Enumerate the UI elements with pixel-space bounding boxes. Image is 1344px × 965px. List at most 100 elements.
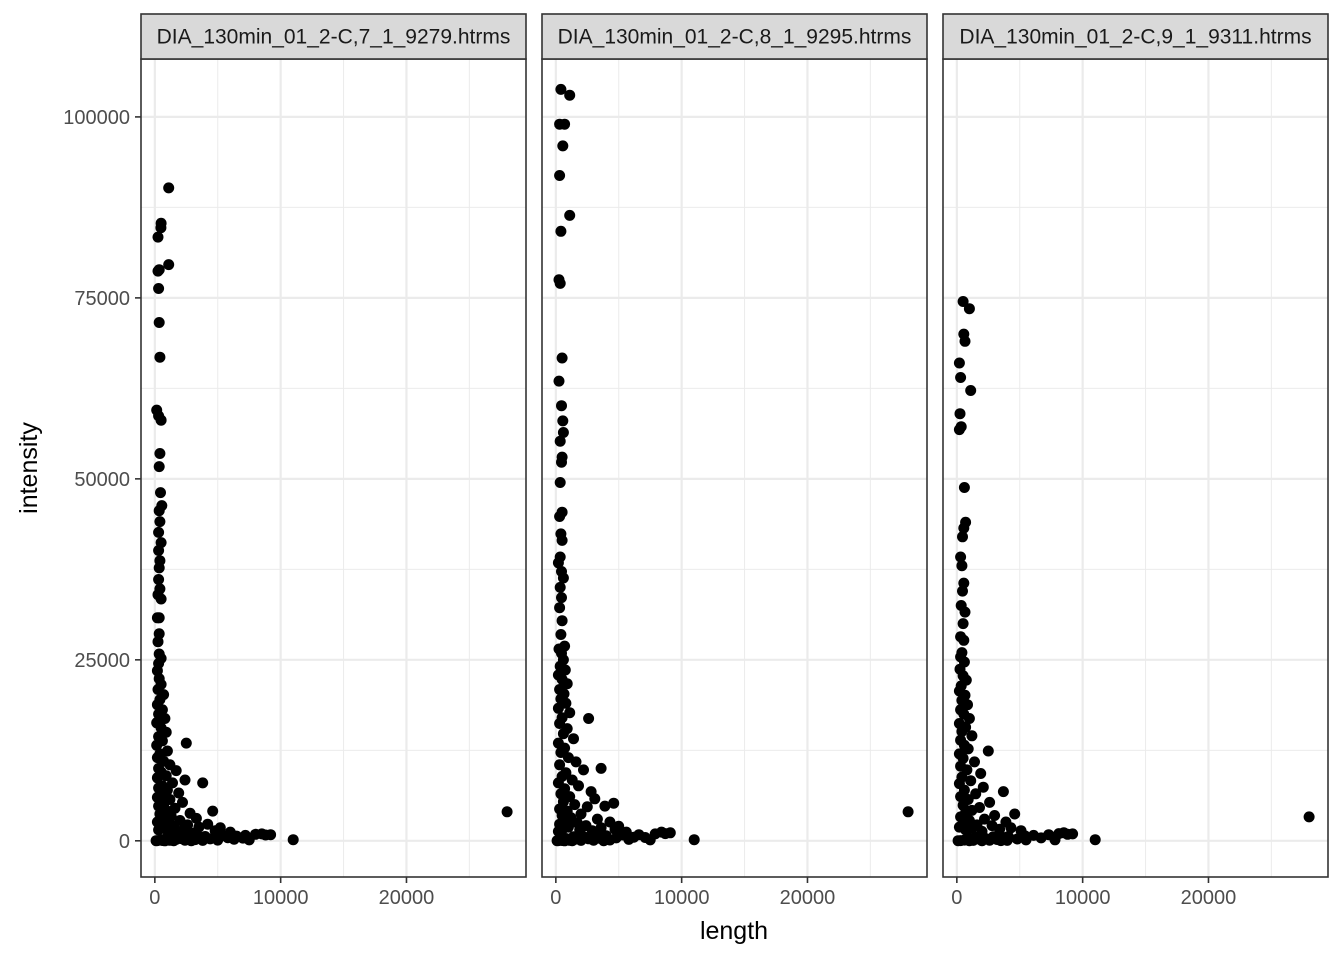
- data-point: [229, 834, 240, 845]
- data-point: [965, 385, 976, 396]
- data-point: [984, 797, 995, 808]
- data-point: [181, 738, 192, 749]
- data-point: [960, 607, 971, 618]
- data-point: [959, 482, 970, 493]
- data-point: [583, 713, 594, 724]
- data-point: [1021, 834, 1032, 845]
- data-point: [559, 119, 570, 130]
- x-tick-label: 10000: [654, 887, 710, 909]
- data-point: [197, 777, 208, 788]
- data-point: [154, 352, 165, 363]
- data-point: [958, 635, 969, 646]
- data-point: [571, 756, 582, 767]
- data-point: [957, 531, 968, 542]
- x-tick-label: 20000: [379, 887, 435, 909]
- panels-group: DIA_130min_01_2-C,7_1_9279.htrms 0 10000 20…: [63, 14, 1328, 909]
- data-point: [502, 806, 513, 817]
- data-point: [554, 376, 565, 387]
- data-point: [557, 353, 568, 364]
- data-point: [564, 210, 575, 221]
- data-point: [159, 835, 170, 846]
- data-point: [966, 730, 977, 741]
- data-point: [244, 834, 255, 845]
- data-point: [163, 259, 174, 270]
- x-tick-label: 20000: [1181, 887, 1237, 909]
- data-point: [954, 424, 965, 435]
- data-point: [553, 703, 564, 714]
- data-point: [155, 487, 166, 498]
- data-point: [596, 763, 607, 774]
- data-point: [154, 461, 165, 472]
- data-point: [557, 535, 568, 546]
- data-point: [557, 615, 568, 626]
- data-point: [180, 775, 191, 786]
- panel-background: [943, 59, 1328, 877]
- data-point: [154, 448, 165, 459]
- data-point: [964, 835, 975, 846]
- data-point: [556, 592, 567, 603]
- data-point: [153, 266, 164, 277]
- data-point: [1062, 829, 1073, 840]
- data-point: [969, 756, 980, 767]
- data-point: [554, 170, 565, 181]
- data-point: [983, 746, 994, 757]
- data-point: [555, 226, 566, 237]
- x-tick-label: 0: [951, 887, 962, 909]
- data-point: [288, 834, 299, 845]
- data-point: [568, 733, 579, 744]
- data-point: [1009, 809, 1020, 820]
- data-point: [660, 828, 671, 839]
- data-point: [964, 303, 975, 314]
- data-point: [207, 806, 218, 817]
- data-point: [153, 574, 164, 585]
- data-point: [554, 602, 565, 613]
- facet-panel: DIA_130min_01_2-C,9_1_9311.htrms0 10000 20…: [943, 14, 1328, 909]
- panel-background: [542, 59, 927, 877]
- panel-background: [141, 59, 526, 877]
- data-point: [154, 516, 165, 527]
- data-point: [156, 594, 167, 605]
- data-point: [557, 415, 568, 426]
- y-tick-label: 75000: [74, 288, 130, 310]
- data-point: [956, 560, 967, 571]
- data-point: [995, 835, 1006, 846]
- data-point: [197, 835, 208, 846]
- data-point: [558, 573, 569, 584]
- data-point: [155, 222, 166, 233]
- data-point: [564, 90, 575, 101]
- data-point: [153, 232, 164, 243]
- data-point: [1090, 834, 1101, 845]
- data-point: [154, 505, 165, 516]
- data-point: [154, 317, 165, 328]
- data-point: [598, 835, 609, 846]
- data-point: [152, 612, 163, 623]
- data-point: [588, 835, 599, 846]
- data-point: [163, 182, 174, 193]
- data-point: [556, 457, 567, 468]
- x-tick-label: 10000: [253, 887, 309, 909]
- data-point: [559, 835, 570, 846]
- facet-panel: DIA_130min_01_2-C,7_1_9279.htrms 0 10000 20…: [63, 14, 526, 909]
- data-point: [555, 278, 566, 289]
- data-point: [557, 140, 568, 151]
- data-point: [173, 788, 184, 799]
- data-point: [955, 408, 966, 419]
- data-point: [1304, 811, 1315, 822]
- data-point: [903, 806, 914, 817]
- data-point: [989, 810, 1000, 821]
- data-point: [975, 768, 986, 779]
- x-tick-label: 0: [149, 887, 160, 909]
- data-point: [156, 415, 167, 426]
- data-point: [153, 545, 164, 556]
- y-tick-label: 25000: [74, 650, 130, 672]
- data-point: [153, 283, 164, 294]
- data-point: [171, 765, 182, 776]
- y-tick-label: 0: [119, 831, 130, 853]
- data-point: [186, 835, 197, 846]
- data-point: [589, 793, 600, 804]
- facet-panel: DIA_130min_01_2-C,8_1_9295.htrms 0 10000 20…: [542, 14, 927, 909]
- facet-strip-label: DIA_130min_01_2-C,9_1_9311.htrms: [959, 26, 1311, 49]
- data-point: [957, 586, 968, 597]
